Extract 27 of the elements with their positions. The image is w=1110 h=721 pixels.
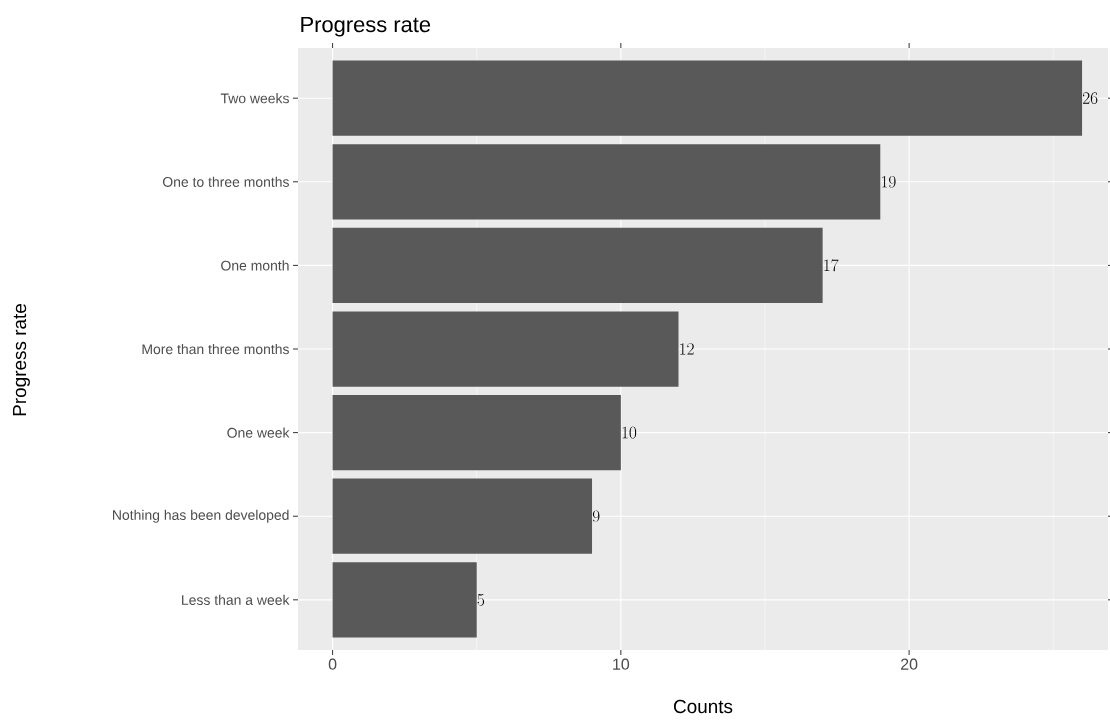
y-tick-label: Less than a week (182, 594, 290, 605)
data-label: 10 (622, 426, 637, 439)
bar (332, 311, 679, 387)
data-label: 17 (824, 259, 839, 272)
bar (332, 478, 593, 554)
x-tick-label: 20 (901, 658, 918, 670)
bar (332, 562, 477, 638)
y-axis-title: Progress rate (12, 304, 30, 416)
y-tick-label: Nothing has been developed (113, 509, 289, 523)
y-tick-label: One week (227, 427, 290, 438)
data-label: 12 (680, 343, 694, 355)
x-tick-label: 0 (328, 658, 337, 670)
bar (332, 227, 823, 304)
x-axis-title: Counts (673, 699, 733, 714)
data-label: 5 (477, 594, 485, 606)
y-tick-label: Two weeks (220, 93, 289, 104)
data-label: 9 (592, 510, 600, 523)
bar (332, 60, 1083, 136)
bar (332, 144, 881, 220)
bar (332, 394, 621, 471)
data-label: 19 (881, 175, 896, 188)
y-tick-label: One month (221, 260, 289, 271)
x-tick-label: 10 (613, 658, 630, 670)
data-label: 26 (1082, 92, 1098, 104)
y-tick-label: One to three months (162, 176, 289, 187)
y-tick-label: More than three months (142, 343, 289, 355)
chart-title: Progress rate (301, 16, 431, 37)
